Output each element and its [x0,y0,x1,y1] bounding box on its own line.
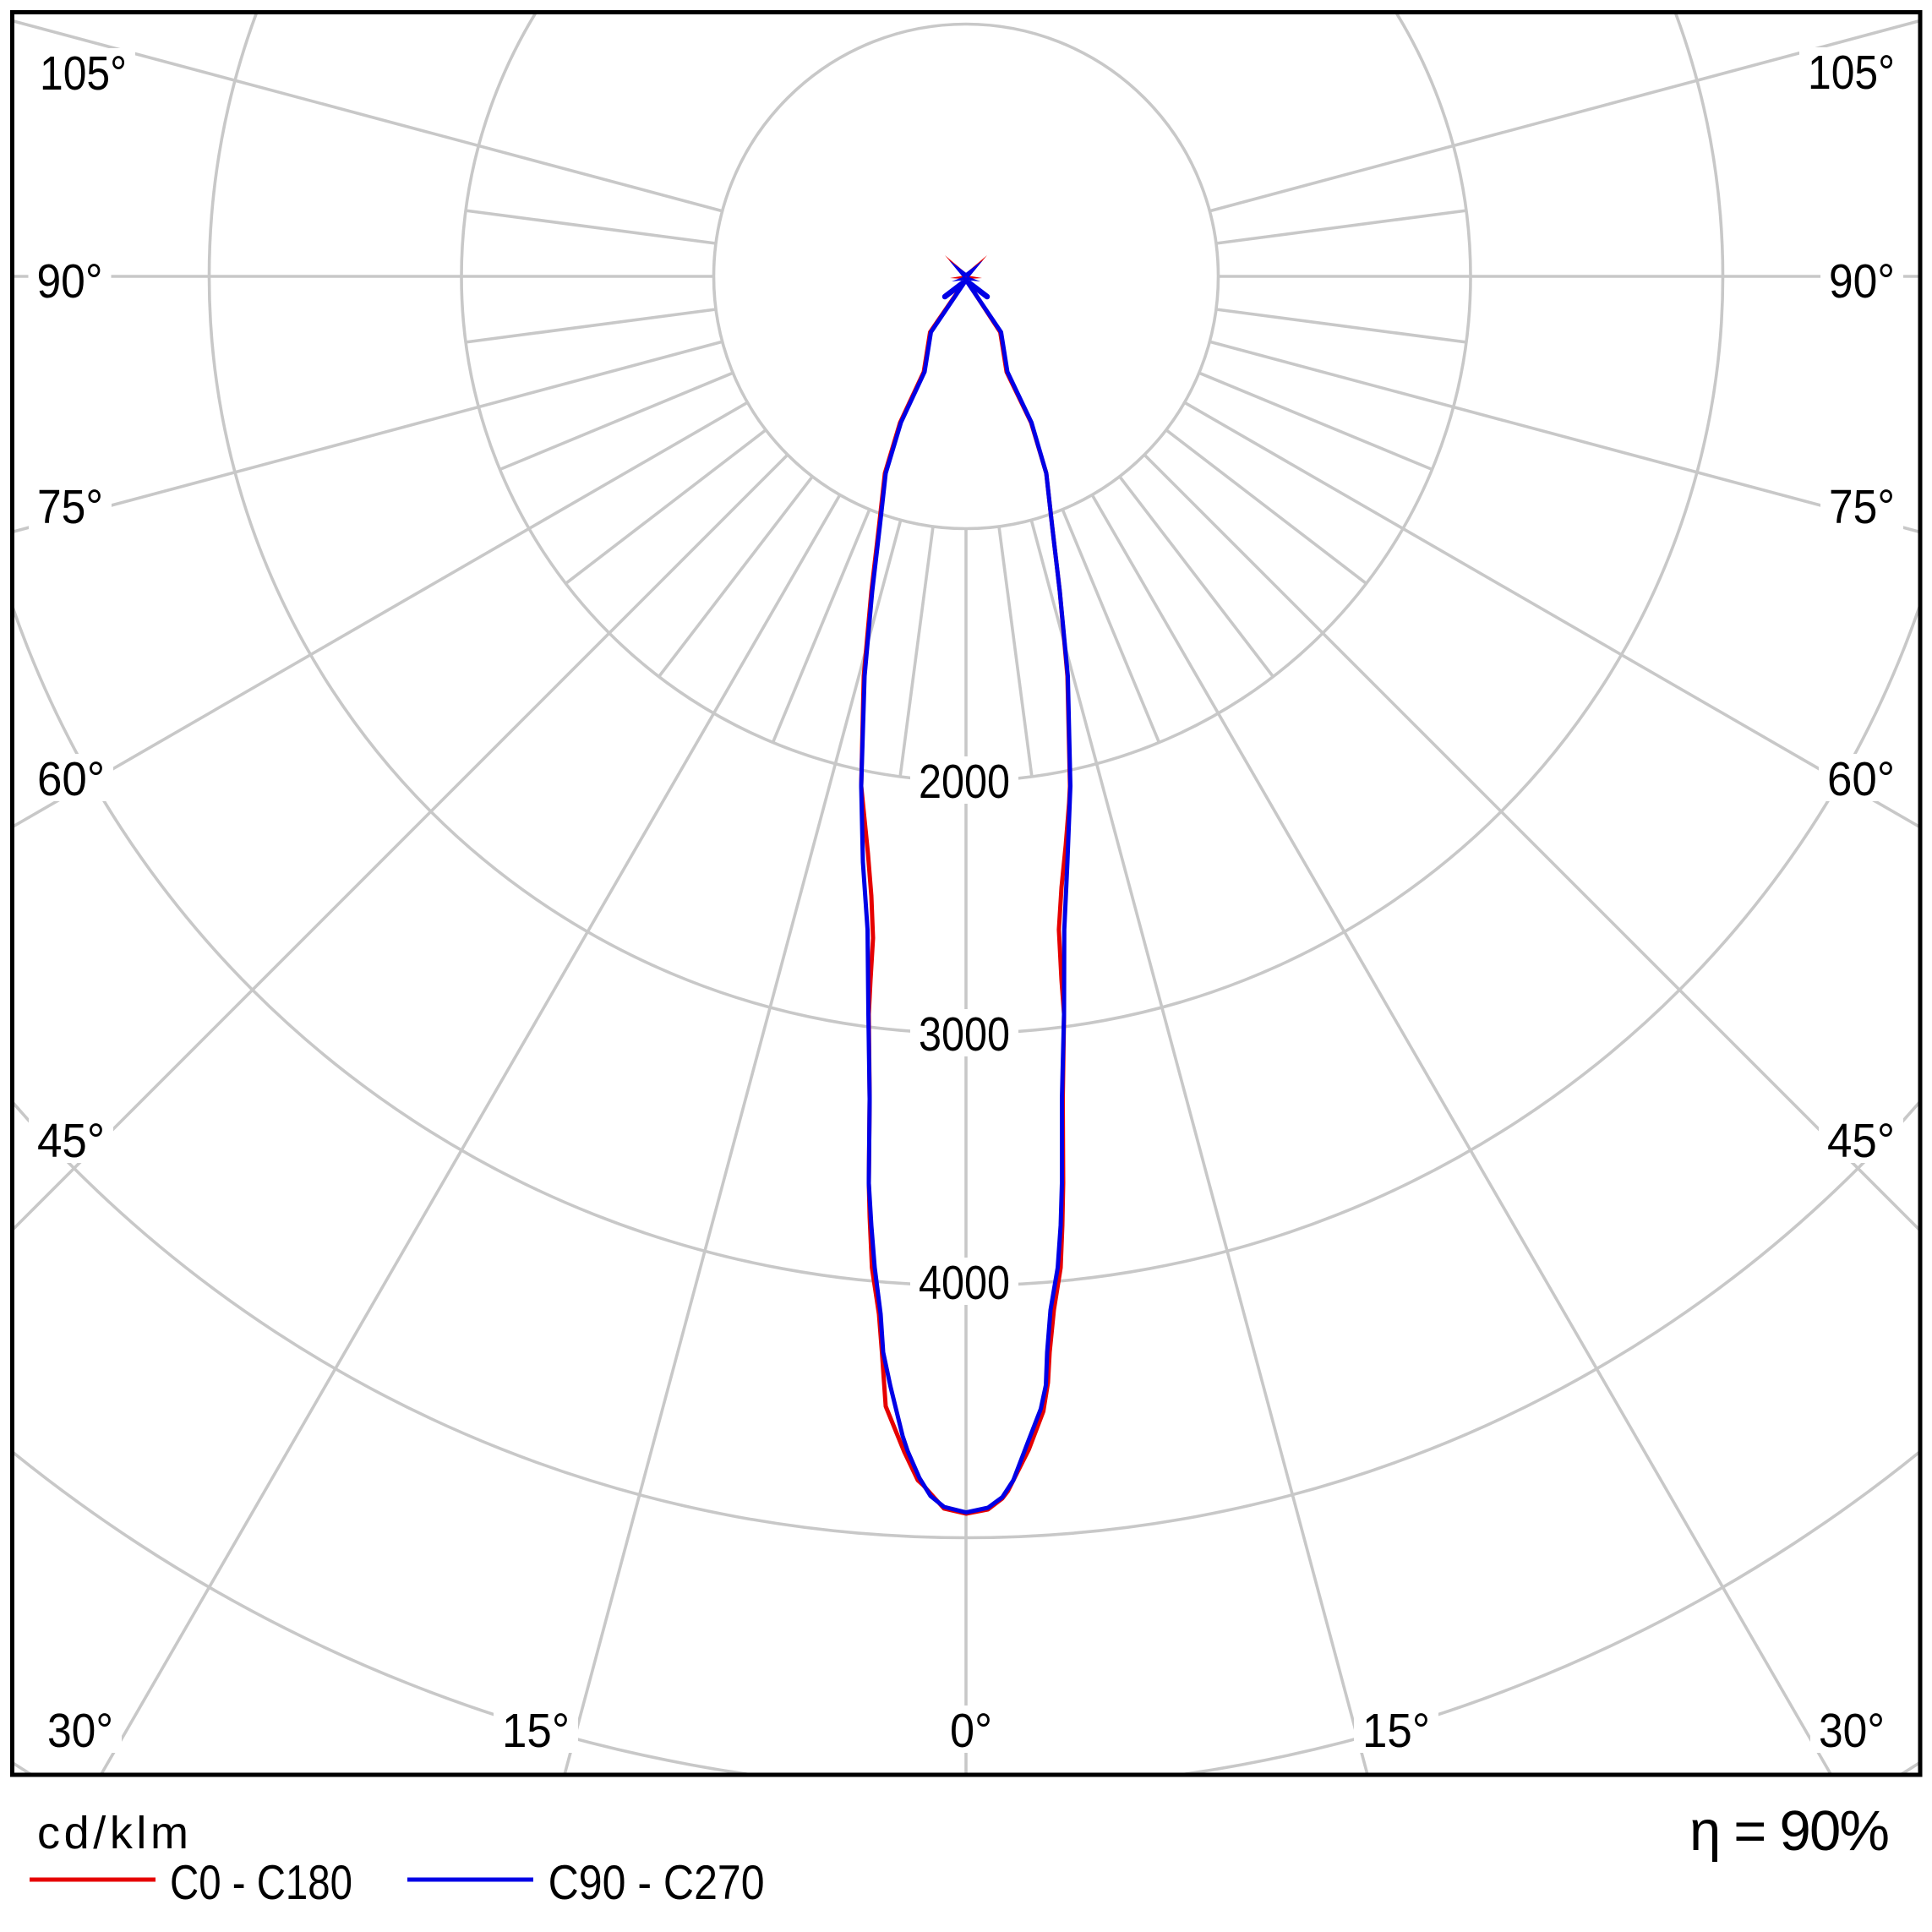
svg-text:60°: 60° [37,752,105,806]
svg-text:30°: 30° [47,1704,113,1758]
svg-text:η = 90%: η = 90% [1689,1799,1890,1863]
svg-text:4000: 4000 [919,1256,1010,1310]
svg-text:45°: 45° [1827,1114,1895,1168]
svg-text:cd/klm: cd/klm [37,1808,188,1858]
svg-text:75°: 75° [1829,480,1895,534]
svg-text:90°: 90° [37,254,103,308]
svg-text:45°: 45° [37,1114,105,1168]
svg-text:15°: 15° [502,1704,570,1758]
svg-text:105°: 105° [1808,46,1895,100]
svg-text:60°: 60° [1827,752,1895,806]
svg-text:30°: 30° [1819,1704,1885,1758]
svg-text:90°: 90° [1829,254,1895,308]
svg-text:3000: 3000 [919,1007,1010,1062]
svg-text:75°: 75° [37,480,103,534]
svg-text:105°: 105° [40,46,127,101]
svg-text:15°: 15° [1362,1704,1430,1758]
svg-text:C90 - C270: C90 - C270 [548,1856,765,1910]
svg-text:2000: 2000 [919,755,1010,809]
svg-text:C0 - C180: C0 - C180 [170,1856,352,1910]
svg-text:0°: 0° [950,1704,992,1758]
